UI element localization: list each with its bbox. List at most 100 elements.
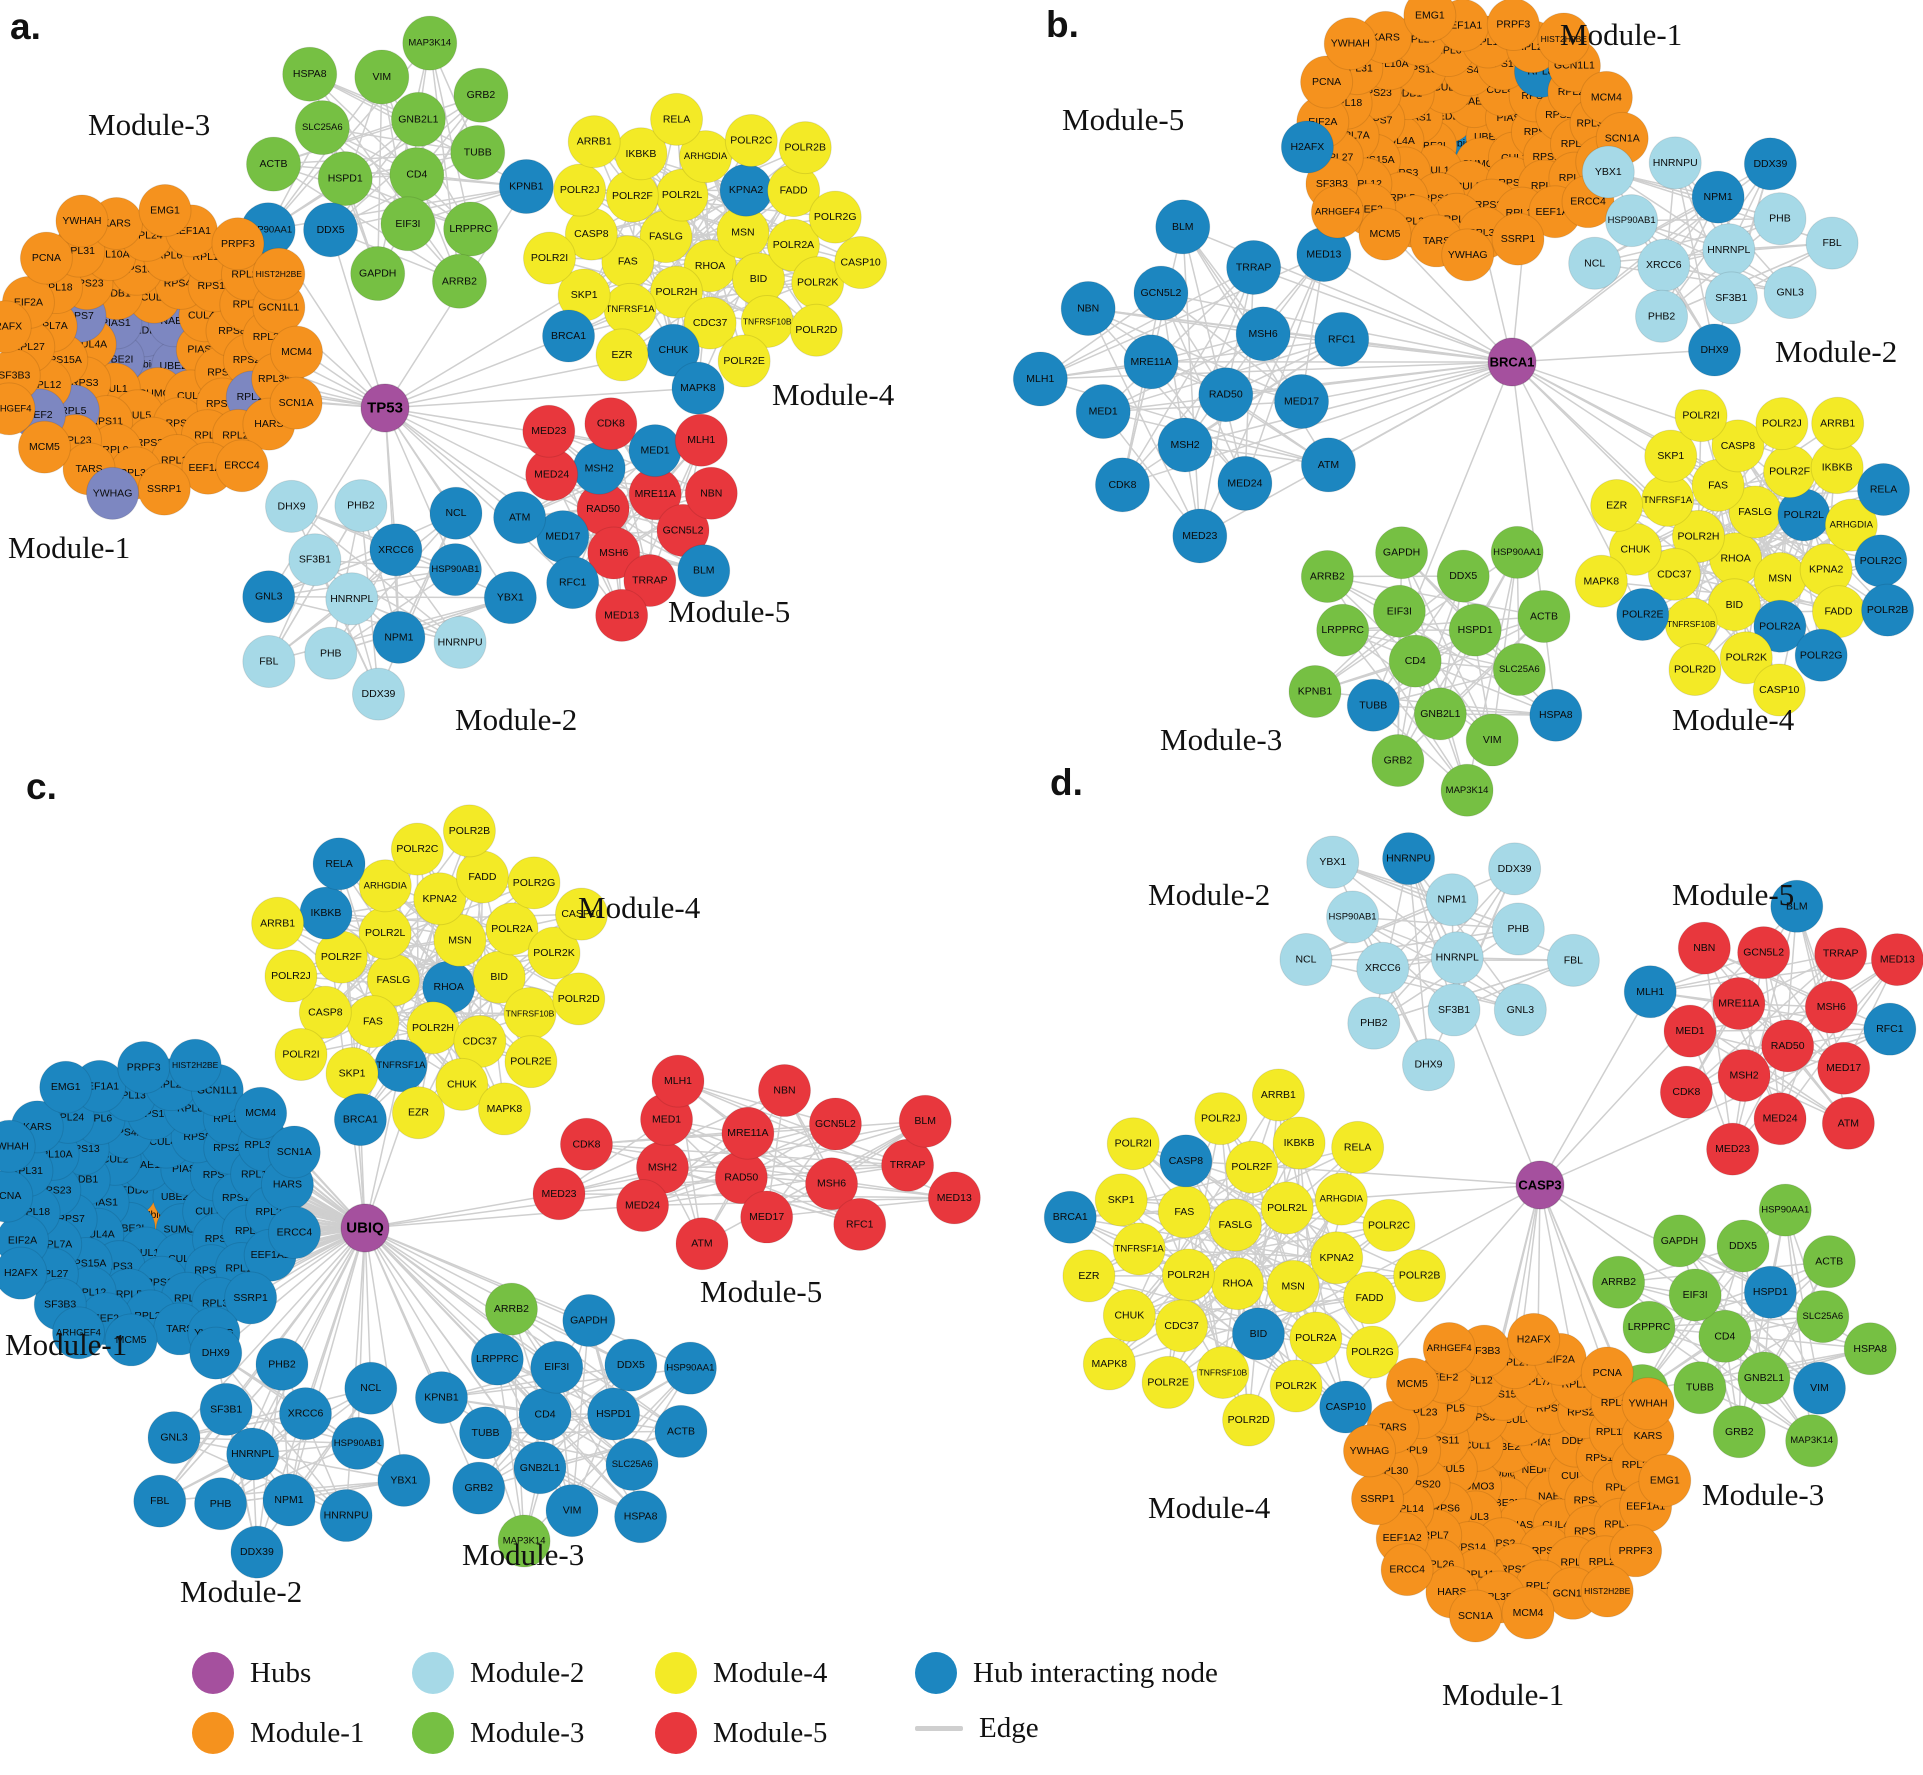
node-circle[interactable]: [1517, 589, 1571, 643]
node-POLR2B[interactable]: POLR2B: [778, 121, 832, 175]
node-POLR2D[interactable]: POLR2D: [1668, 642, 1722, 696]
node-FBL[interactable]: FBL: [242, 635, 296, 689]
node-circle[interactable]: [1863, 1002, 1917, 1056]
node-circle[interactable]: [1280, 120, 1334, 174]
node-ARRB1[interactable]: ARRB1: [251, 896, 305, 950]
node-CASP8[interactable]: CASP8: [564, 207, 618, 261]
node-TNFRSF1A[interactable]: TNFRSF1A: [374, 1039, 428, 1093]
node-PHB2[interactable]: PHB2: [334, 479, 388, 533]
node-MED13[interactable]: MED13: [595, 588, 649, 642]
node-MCM4[interactable]: MCM4: [1501, 1586, 1555, 1640]
node-MED24[interactable]: MED24: [1753, 1092, 1807, 1146]
node-SCN1A[interactable]: SCN1A: [1448, 1589, 1502, 1643]
node-circle[interactable]: [805, 1157, 859, 1211]
node-circle[interactable]: [1372, 584, 1426, 638]
node-circle[interactable]: [1870, 933, 1923, 987]
node-POLR2J[interactable]: POLR2J: [1194, 1092, 1248, 1146]
node-circle[interactable]: [1792, 1361, 1846, 1415]
node-circle[interactable]: [255, 1337, 309, 1391]
node-circle[interactable]: [1012, 351, 1068, 407]
node-SF3B1[interactable]: SF3B1: [1704, 271, 1758, 325]
node-TNFRSF1A[interactable]: TNFRSF1A: [1112, 1222, 1166, 1276]
node-HSP90AB1[interactable]: HSP90AB1: [1605, 194, 1659, 248]
node-circle[interactable]: [1677, 921, 1731, 975]
node-HSPD1[interactable]: HSPD1: [1743, 1265, 1797, 1319]
node-circle[interactable]: [1310, 185, 1364, 239]
node-circle[interactable]: [1755, 397, 1809, 451]
node-circle[interactable]: [587, 526, 641, 580]
node-circle[interactable]: [428, 543, 482, 597]
node-circle[interactable]: [1269, 1359, 1323, 1413]
node-circle[interactable]: [1805, 216, 1859, 270]
node-circle[interactable]: [17, 420, 71, 474]
node-circle[interactable]: [1375, 526, 1429, 580]
node-circle[interactable]: [1425, 873, 1479, 927]
node-TRRAP[interactable]: TRRAP: [1814, 927, 1868, 981]
node-circle[interactable]: [1706, 1122, 1760, 1176]
node-circle[interactable]: [513, 1441, 567, 1495]
node-circle[interactable]: [242, 635, 296, 689]
node-circle[interactable]: [1288, 664, 1342, 718]
node-NCL[interactable]: NCL: [1568, 236, 1622, 290]
node-circle[interactable]: [1752, 663, 1806, 717]
node-circle[interactable]: [358, 859, 412, 913]
node-circle[interactable]: [1060, 281, 1116, 337]
node-CHUK[interactable]: CHUK: [1102, 1288, 1156, 1342]
node-MLH1[interactable]: MLH1: [1012, 351, 1068, 407]
node-circle[interactable]: [1043, 1190, 1097, 1244]
node-FADD[interactable]: FADD: [767, 164, 821, 218]
node-circle[interactable]: [282, 46, 338, 102]
node-circle[interactable]: [504, 1035, 558, 1089]
node-MAPK8[interactable]: MAPK8: [477, 1082, 531, 1136]
node-HSPA8[interactable]: HSPA8: [1529, 688, 1583, 742]
node-circle[interactable]: [333, 1093, 387, 1147]
node-MSH6[interactable]: MSH6: [805, 1157, 859, 1211]
node-FASLG[interactable]: FASLG: [639, 210, 693, 264]
node-CASP8[interactable]: CASP8: [298, 985, 352, 1039]
node-MED17[interactable]: MED17: [536, 510, 590, 564]
node-VIM[interactable]: VIM: [545, 1484, 599, 1538]
node-POLR2H[interactable]: POLR2H: [649, 265, 703, 319]
node-circle[interactable]: [317, 151, 373, 207]
node-circle[interactable]: [251, 896, 305, 950]
node-POLR2I[interactable]: POLR2I: [1106, 1117, 1160, 1171]
node-circle[interactable]: [1580, 1346, 1634, 1400]
node-circle[interactable]: [402, 15, 458, 71]
node-BLM[interactable]: BLM: [898, 1094, 952, 1148]
node-circle[interactable]: [137, 462, 191, 516]
node-GRB2[interactable]: GRB2: [452, 1461, 506, 1515]
node-KPNB1[interactable]: KPNB1: [414, 1371, 468, 1425]
node-circle[interactable]: [1331, 1120, 1385, 1174]
node-circle[interactable]: [684, 466, 738, 520]
node-circle[interactable]: [274, 1028, 328, 1082]
hub-node-CASP3[interactable]: CASP3: [1515, 1160, 1565, 1210]
node-POLR2K[interactable]: POLR2K: [1269, 1359, 1323, 1413]
node-circle[interactable]: [789, 303, 843, 357]
node-circle[interactable]: [1753, 192, 1807, 246]
node-circle[interactable]: [226, 1427, 280, 1481]
node-HNRNPL[interactable]: HNRNPL: [1702, 223, 1756, 277]
node-POLR2L[interactable]: POLR2L: [1260, 1181, 1314, 1235]
node-circle[interactable]: [604, 1338, 658, 1392]
node-circle[interactable]: [452, 1461, 506, 1515]
node-circle[interactable]: [234, 1086, 288, 1140]
node-circle[interactable]: [453, 67, 509, 123]
node-HSPA8[interactable]: HSPA8: [1843, 1322, 1897, 1376]
hub-node-BRCA1[interactable]: BRCA1: [1487, 337, 1537, 387]
node-MED1[interactable]: MED1: [1663, 1004, 1717, 1058]
node-circle[interactable]: [0, 382, 36, 436]
node-YWHAH[interactable]: YWHAH: [55, 194, 109, 248]
node-POLR2E[interactable]: POLR2E: [1141, 1355, 1195, 1409]
node-POLR2B[interactable]: POLR2B: [1861, 583, 1915, 637]
node-LRPPRC[interactable]: LRPPRC: [470, 1332, 524, 1386]
node-circle[interactable]: [304, 626, 358, 680]
node-circle[interactable]: [1737, 926, 1791, 980]
node-RFC1[interactable]: RFC1: [1863, 1002, 1917, 1056]
node-MAP3K14[interactable]: MAP3K14: [1785, 1414, 1839, 1468]
node-circle[interactable]: [522, 404, 576, 458]
node-YWHAH[interactable]: YWHAH: [1323, 17, 1377, 71]
node-EIF3I[interactable]: EIF3I: [1668, 1268, 1722, 1322]
node-circle[interactable]: [303, 202, 359, 258]
node-SKP1[interactable]: SKP1: [557, 268, 611, 322]
node-ARRB2[interactable]: ARRB2: [484, 1282, 538, 1336]
